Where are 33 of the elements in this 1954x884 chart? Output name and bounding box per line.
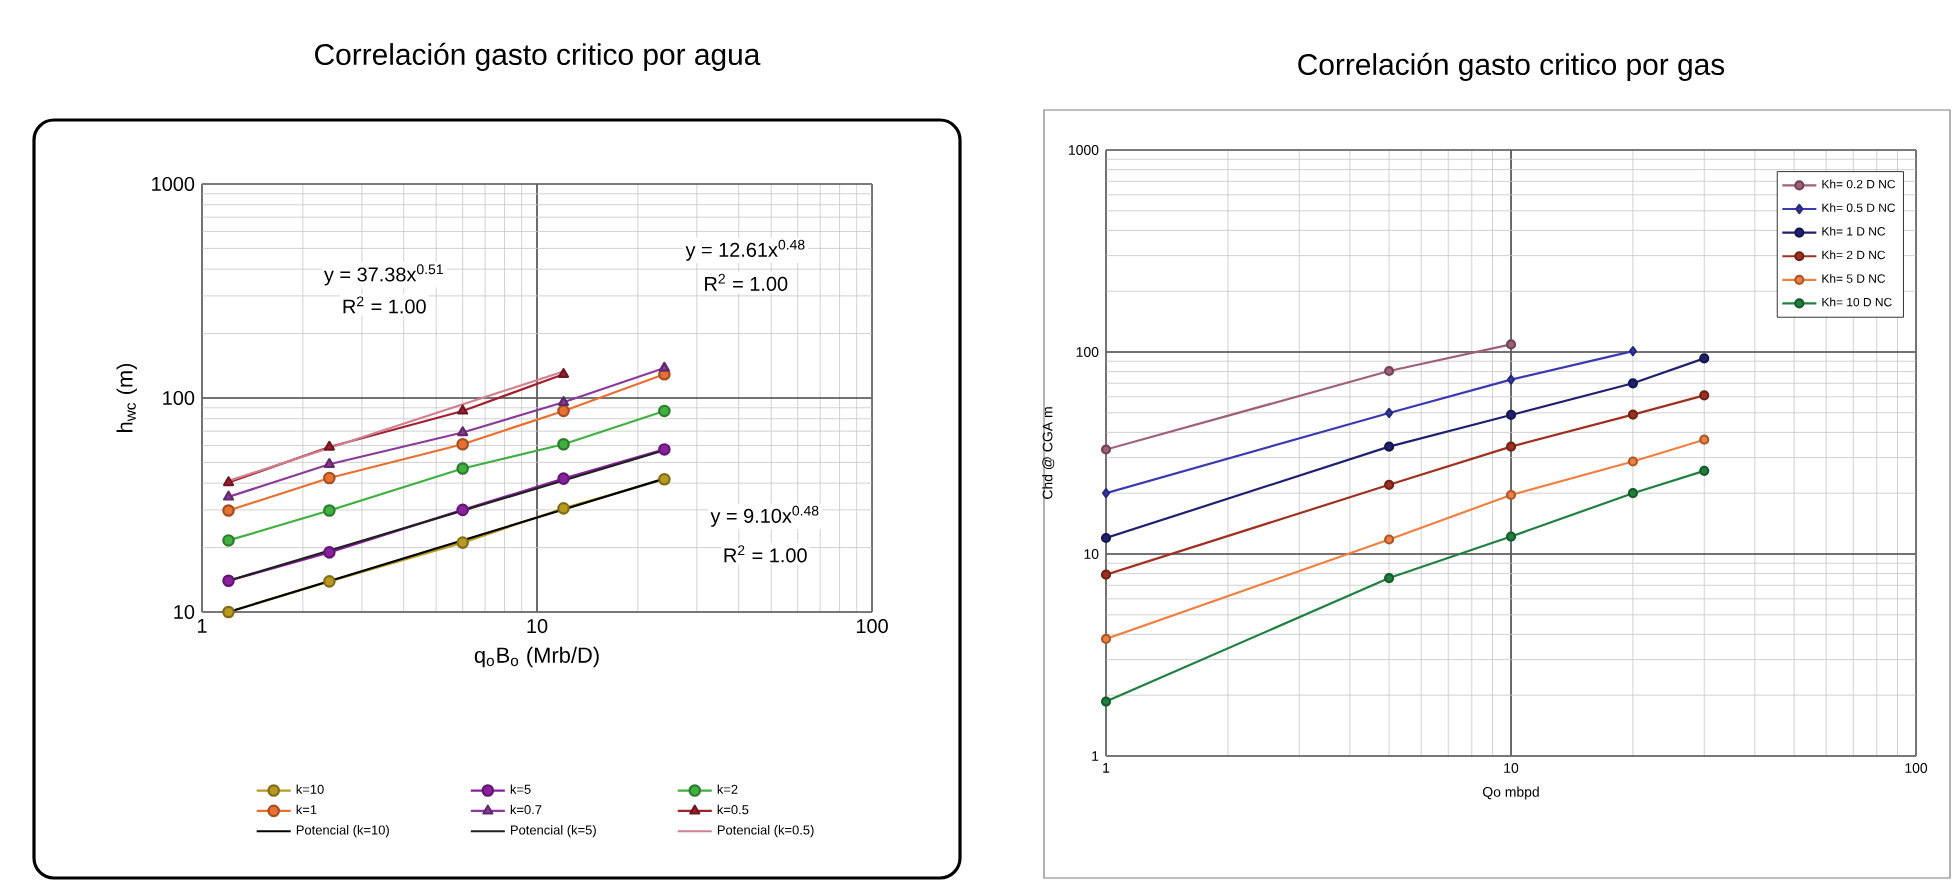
point [1384,365,1395,377]
point [1505,441,1517,452]
point [1384,534,1395,545]
point [1627,488,1639,499]
x-axis-title: q$_{o}$B$_{o}$ (Mrb/D) [474,646,599,668]
point [1505,531,1517,542]
point [1627,409,1639,420]
y-tick-label: 1000 [152,176,195,192]
point [1627,378,1639,389]
point [1506,374,1516,385]
point [1384,572,1395,584]
annotation: R$^{2}$ = 1.00 [343,296,426,314]
point [1627,456,1639,467]
point [1505,489,1517,501]
annotation: y = 37.38x$^{0.51}$ [323,264,443,286]
x-tick-label: 1 [197,619,207,633]
y-tick-label: 100 [163,390,195,406]
point [1384,479,1395,490]
point [1385,407,1394,419]
point [1505,339,1517,350]
x-tick-label: 10 [527,619,548,634]
point [1384,441,1395,452]
chart-title: Correlación gasto critico por gas [1298,52,1725,81]
annotation: y = 9.10x$^{0.48}$ [710,505,819,527]
annotation: R$^{2}$ = 1.00 [705,273,788,291]
y-axis-title: h$_{wc}$ (m) [116,363,137,432]
annotation: y = 12.61x$^{0.48}$ [685,239,805,261]
point [1628,346,1638,357]
annotation: R$^{2}$ = 1.00 [724,545,807,563]
point [1505,409,1517,421]
y-tick-label: 10 [174,604,195,620]
chart-title: Correlación gasto critico por agua [315,42,761,71]
x-tick-label: 100 [856,619,888,634]
